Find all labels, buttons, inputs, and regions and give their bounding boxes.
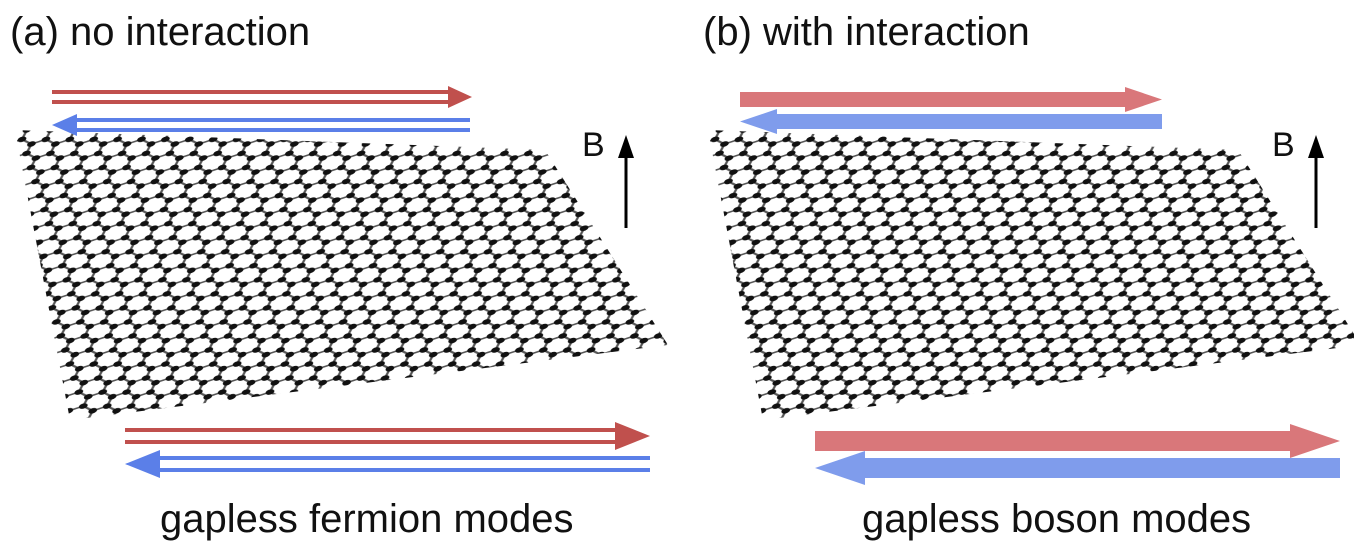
page: (a) no interaction B gapless fermion mod…	[0, 0, 1354, 542]
lattice	[15, 130, 668, 420]
figure: (a) no interaction B gapless fermion mod…	[0, 0, 1354, 542]
caption: gapless boson modes	[862, 497, 1251, 541]
field-label: B	[582, 126, 605, 164]
field-arrowhead	[618, 135, 634, 158]
field-label: B	[1272, 126, 1295, 164]
field-arrowhead	[1308, 135, 1324, 158]
panel-title: (b) with interaction	[703, 10, 1030, 54]
lattice	[708, 130, 1354, 420]
caption: gapless fermion modes	[160, 497, 574, 541]
panel-title: (a) no interaction	[10, 10, 310, 54]
